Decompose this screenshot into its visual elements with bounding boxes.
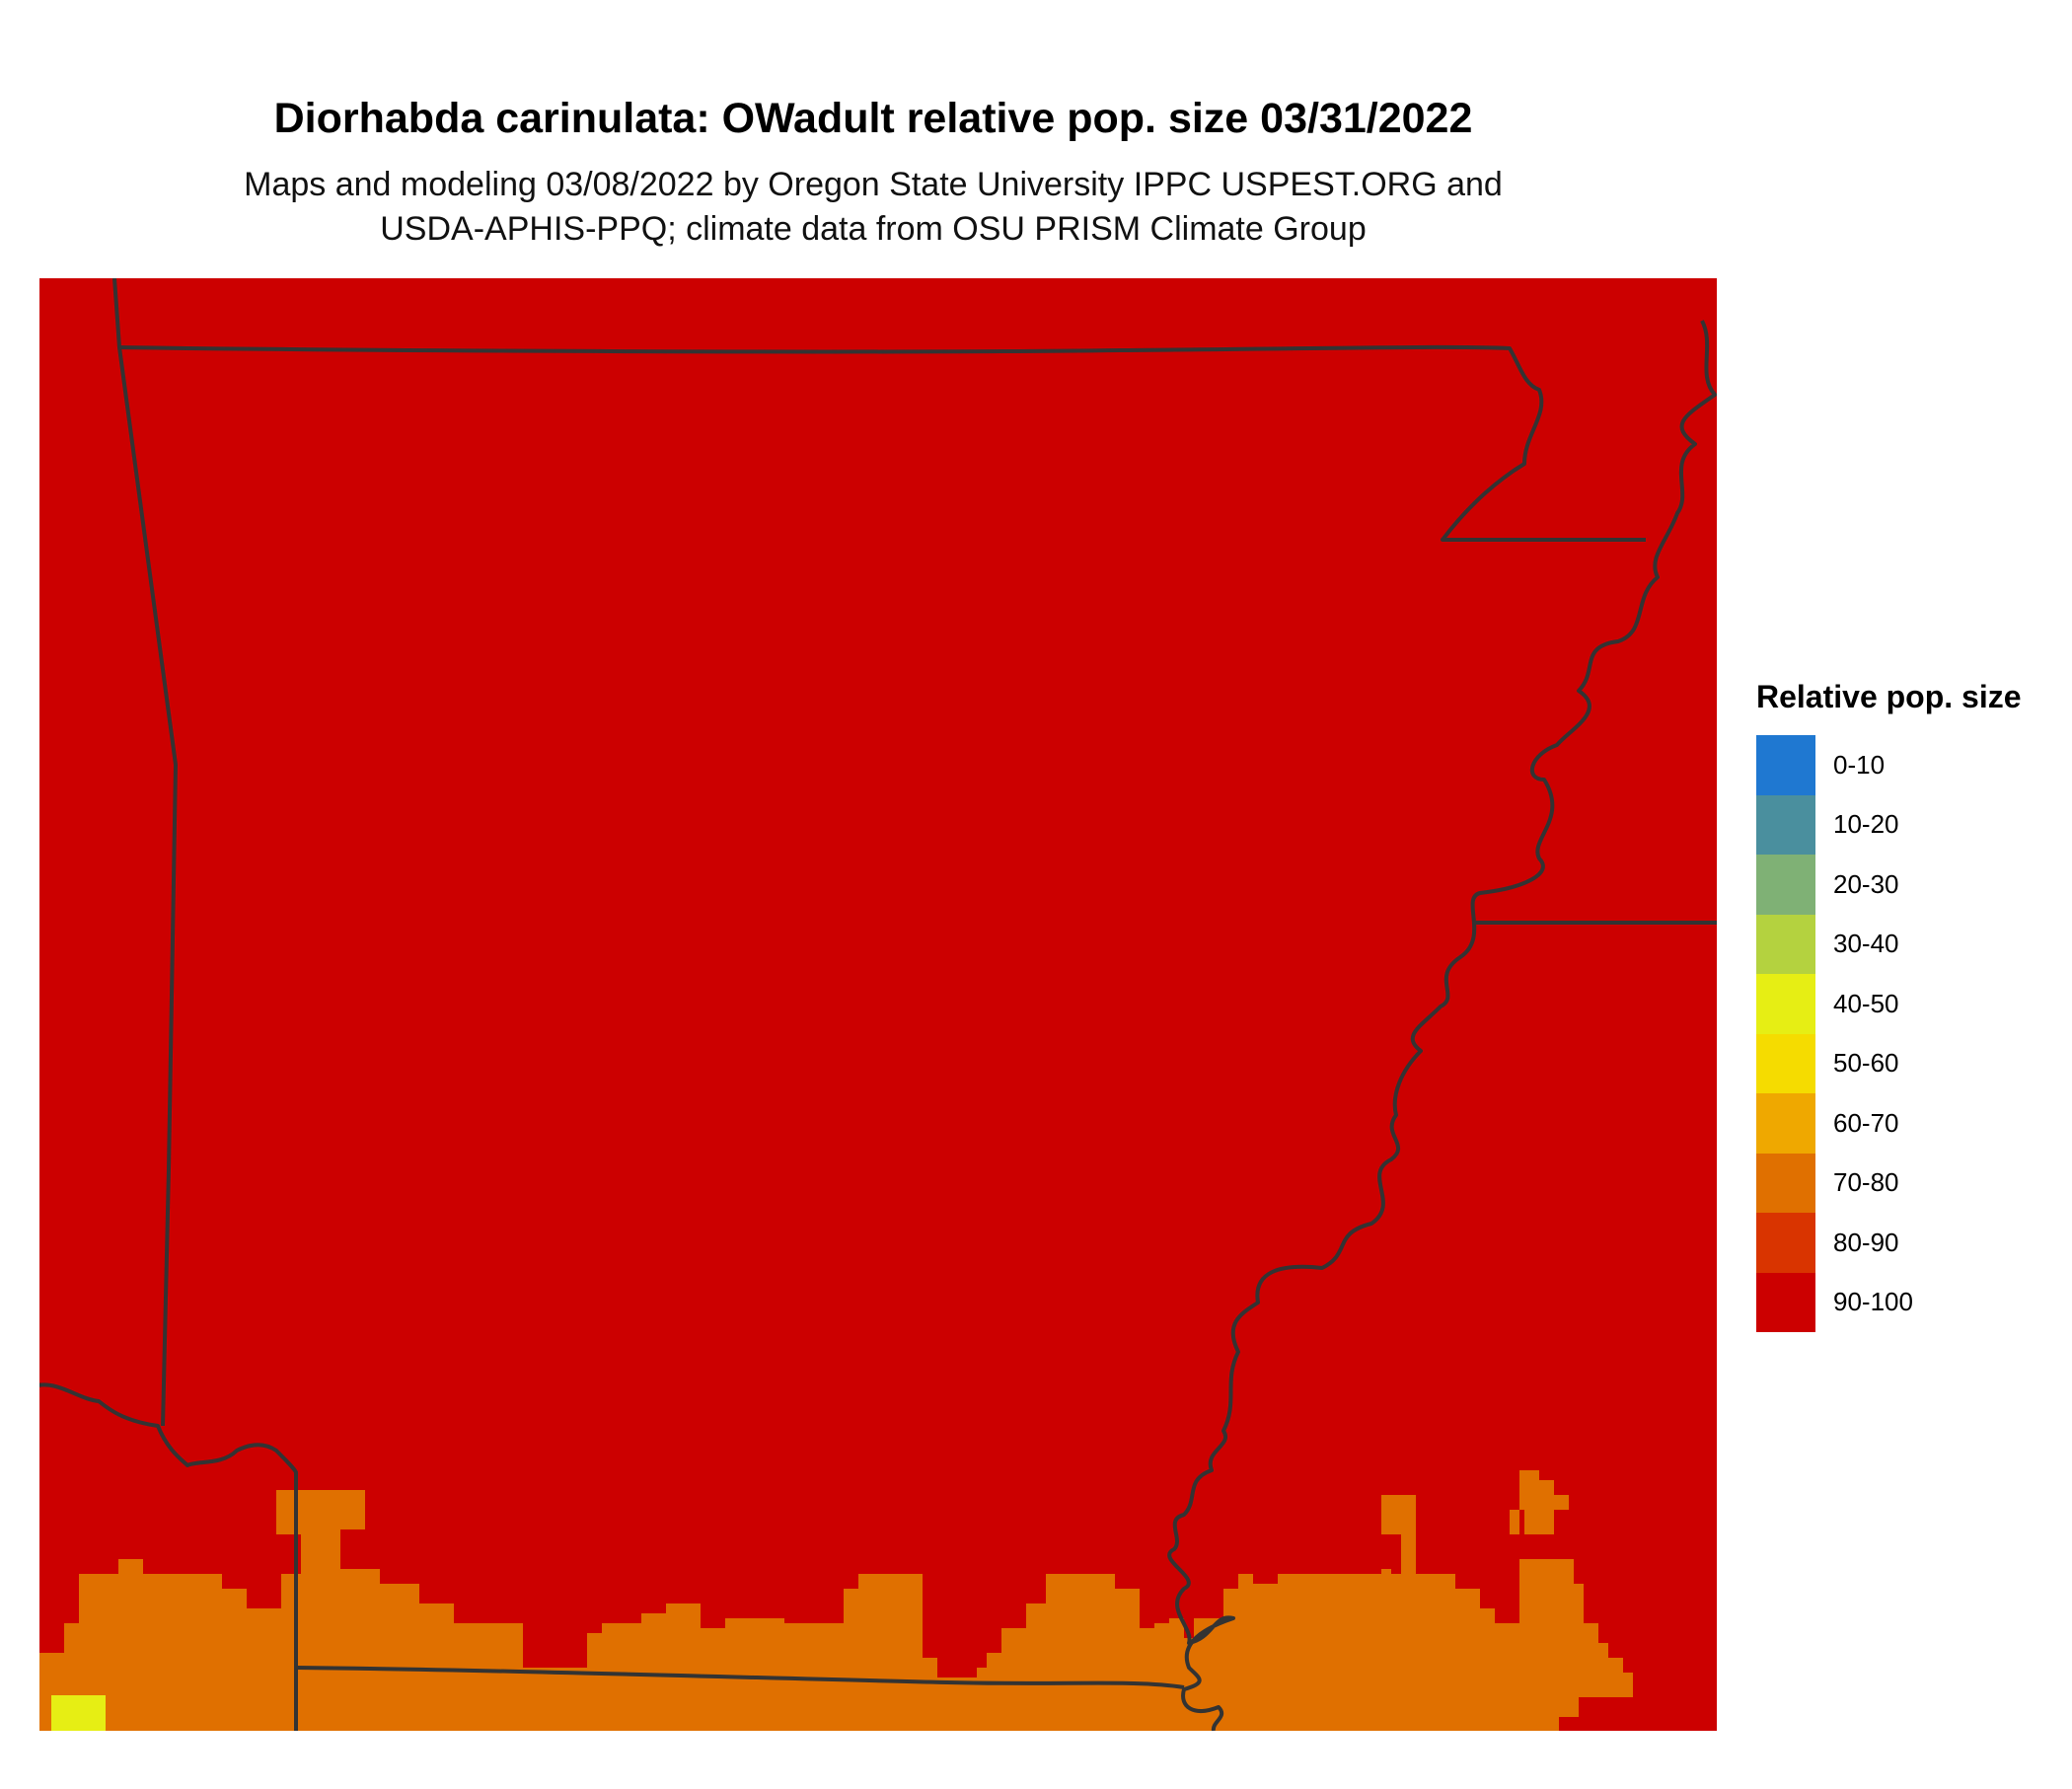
- legend-label: 30-40: [1833, 929, 1899, 959]
- legend-swatch: [1756, 914, 1815, 974]
- map-title: Diorhabda carinulata: OWadult relative p…: [273, 95, 1473, 142]
- legend-swatch: [1756, 1213, 1815, 1273]
- legend-item: 40-50: [1756, 974, 2022, 1034]
- northeast-band-patch-70-80: [1381, 1495, 1411, 1534]
- legend-swatch: [1756, 1093, 1815, 1154]
- legend-item: 60-70: [1756, 1093, 2022, 1154]
- legend-swatch: [1756, 794, 1815, 855]
- legend-item: 70-80: [1756, 1153, 2022, 1213]
- legend-swatch: [1756, 1033, 1815, 1093]
- legend-item: 80-90: [1756, 1213, 2022, 1273]
- legend-swatch: [1756, 855, 1815, 915]
- map-background-90-100: [39, 278, 1717, 1731]
- southeast-patch-70-80: [1510, 1470, 1569, 1534]
- legend-swatch: [1756, 735, 1815, 795]
- legend: Relative pop. size 0-10 10-20 20-30 30-40 40…: [1756, 679, 2022, 1332]
- corner-spot-40-50: [51, 1695, 106, 1731]
- legend-label: 50-60: [1833, 1048, 1899, 1079]
- legend-title: Relative pop. size: [1756, 679, 2022, 714]
- legend-item: 20-30: [1756, 855, 2022, 915]
- map-subtitle-line-1: Maps and modeling 03/08/2022 by Oregon S…: [244, 166, 1503, 203]
- legend-item: 0-10: [1756, 735, 2022, 795]
- legend-label: 20-30: [1833, 868, 1899, 899]
- legend-label: 90-100: [1833, 1287, 1913, 1317]
- legend-item: 90-100: [1756, 1272, 2022, 1332]
- legend-label: 70-80: [1833, 1167, 1899, 1198]
- legend-item: 10-20: [1756, 794, 2022, 855]
- legend-item: 50-60: [1756, 1033, 2022, 1093]
- state-boundaries: [39, 278, 1717, 1731]
- legend-swatch: [1756, 1272, 1815, 1332]
- legend-rows: 0-10 10-20 20-30 30-40 40-50 50-60 60-70 70-80 8…: [1756, 735, 2022, 1332]
- legend-label: 40-50: [1833, 988, 1899, 1018]
- map-subtitle-line-2: USDA-APHIS-PPQ; climate data from OSU PR…: [380, 210, 1367, 248]
- legend-swatch: [1756, 1153, 1815, 1213]
- legend-label: 80-90: [1833, 1227, 1899, 1257]
- legend-swatch: [1756, 974, 1815, 1034]
- legend-label: 0-10: [1833, 749, 1886, 780]
- legend-label: 10-20: [1833, 809, 1899, 840]
- legend-label: 60-70: [1833, 1107, 1899, 1138]
- legend-item: 30-40: [1756, 914, 2022, 974]
